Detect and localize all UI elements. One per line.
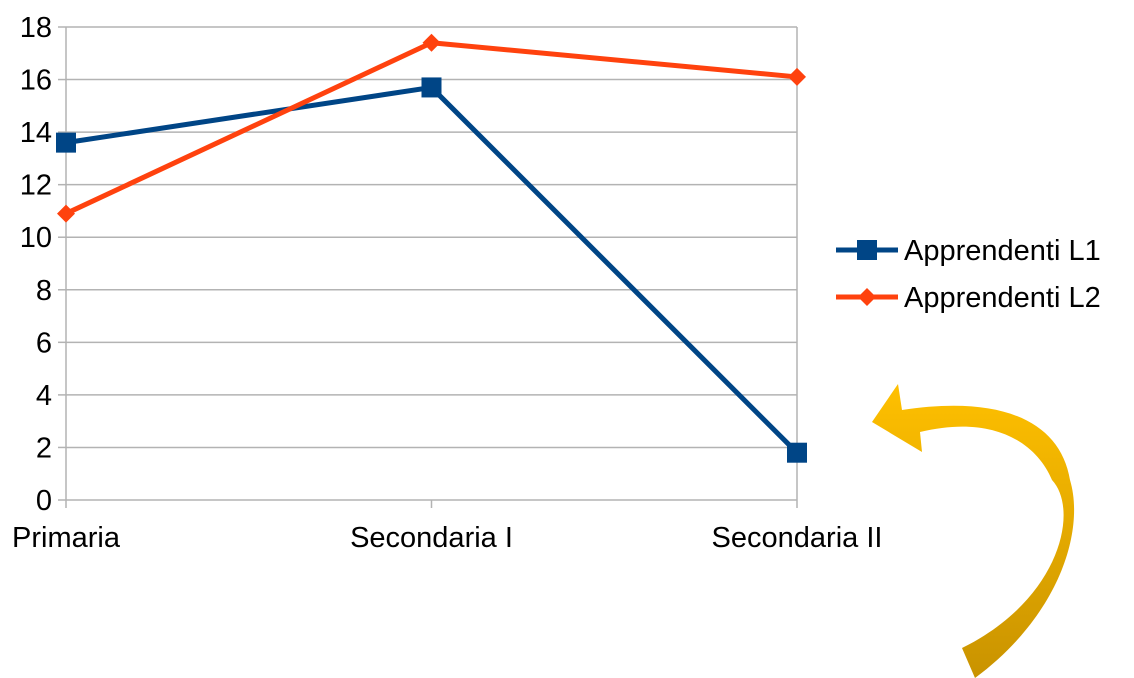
curved-arrow-icon (872, 384, 1075, 678)
series-lines (56, 33, 807, 463)
series-line-1 (65, 84, 799, 455)
legend-marker-2 (858, 288, 876, 306)
y-tick-label: 8 (36, 275, 52, 307)
legend-label-2: Apprendenti L2 (904, 282, 1101, 314)
y-tick-label: 12 (20, 170, 52, 202)
y-tick-label: 10 (20, 222, 52, 254)
legend-label-1: Apprendenti L1 (904, 235, 1101, 267)
y-tick-label: 4 (36, 380, 52, 412)
y-tick-labels: 0 2 4 6 8 10 12 14 16 18 (20, 12, 52, 517)
y-tick-label: 0 (36, 485, 52, 517)
x-tick-labels: Primaria Secondaria I Secondaria II (12, 522, 882, 554)
x-tick-label: Secondaria II (712, 522, 883, 554)
y-tick-label: 18 (20, 12, 52, 44)
legend-marker-1 (857, 240, 877, 260)
series-2-point (57, 204, 75, 223)
series-1-point (787, 442, 807, 463)
series-1-point (421, 77, 442, 98)
axes (58, 26, 798, 508)
y-tick-label: 14 (20, 117, 52, 149)
y-tick-label: 2 (36, 432, 52, 464)
series-1-point (56, 132, 76, 153)
x-tick-label: Secondaria I (350, 522, 513, 554)
series-2-point (422, 33, 441, 52)
y-tick-label: 16 (20, 65, 52, 97)
x-tick-label: Primaria (12, 522, 121, 554)
gridlines (66, 26, 797, 501)
series-2-point (788, 67, 806, 86)
legend: Apprendenti L1 Apprendenti L2 (836, 235, 1101, 314)
curved-arrow-shape (872, 384, 1075, 678)
y-tick-label: 6 (36, 327, 52, 359)
